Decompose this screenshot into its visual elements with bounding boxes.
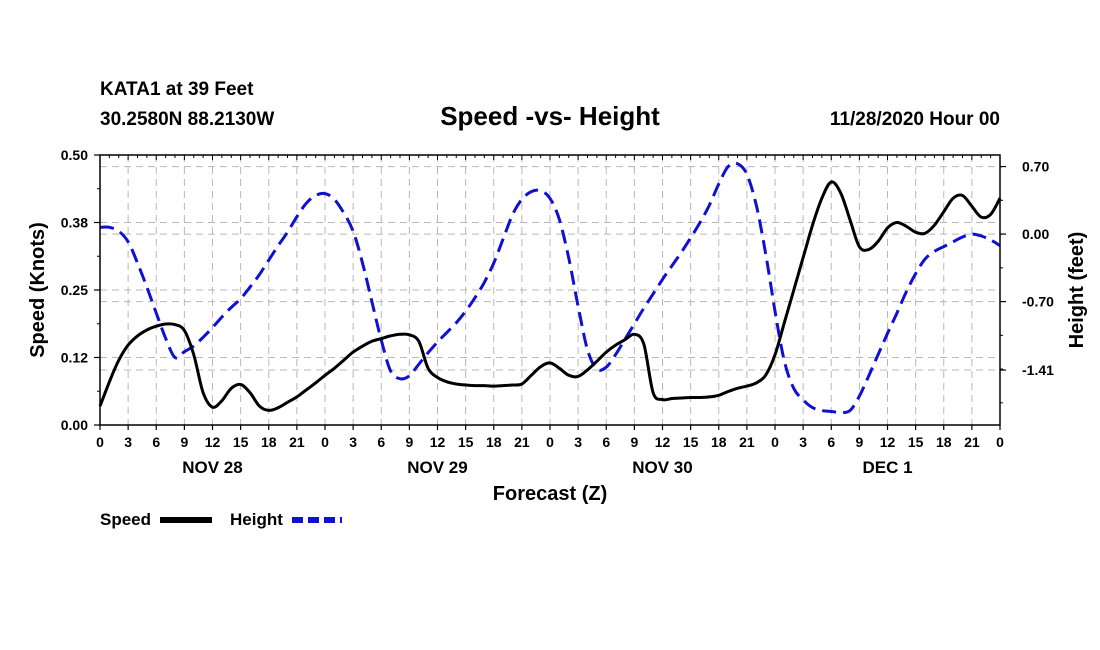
- x-tick-label: 12: [430, 434, 446, 450]
- y-left-tick-label: 0.38: [61, 215, 88, 231]
- series-line-height: [99, 161, 1001, 415]
- x-tick-label: 18: [486, 434, 502, 450]
- x-tick-label: 15: [458, 434, 474, 450]
- y-right-axis-title: Height (feet): [1066, 232, 1088, 349]
- gridlines: [100, 155, 1000, 425]
- y-left-tick-label: 0.12: [61, 350, 88, 366]
- x-tick-label: 15: [233, 434, 249, 450]
- x-tick-label: 0: [96, 434, 104, 450]
- y-right-tick-label: -0.70: [1022, 294, 1054, 310]
- series-layer: [98, 161, 1002, 415]
- day-label: NOV 29: [407, 458, 467, 477]
- y-left-axis-title: Speed (Knots): [27, 222, 49, 358]
- x-tick-label: 15: [683, 434, 699, 450]
- axis-ticks: [94, 154, 1006, 430]
- x-tick-label: 18: [936, 434, 952, 450]
- x-tick-label: 18: [711, 434, 727, 450]
- x-tick-label: 6: [827, 434, 835, 450]
- x-tick-label: 21: [964, 434, 980, 450]
- coordinates-label: 30.2580N 88.2130W: [100, 109, 274, 130]
- x-tick-label: 9: [855, 434, 863, 450]
- y-right-tick-label: 0.00: [1022, 226, 1049, 242]
- legend: Speed Height: [100, 510, 342, 529]
- x-tick-label: 6: [377, 434, 385, 450]
- y-left-tick-label: 0.00: [61, 417, 88, 433]
- x-tick-label: 21: [514, 434, 530, 450]
- x-tick-label: 0: [321, 434, 329, 450]
- x-tick-label: 6: [602, 434, 610, 450]
- x-axis-title: Forecast (Z): [493, 483, 607, 505]
- y-left-tick-label: 0.25: [61, 282, 88, 298]
- day-label: NOV 30: [632, 458, 692, 477]
- x-tick-label: 18: [261, 434, 277, 450]
- y-right-tick-label: 0.70: [1022, 159, 1049, 175]
- x-tick-label: 3: [124, 434, 132, 450]
- day-label: DEC 1: [862, 458, 912, 477]
- x-tick-label: 0: [996, 434, 1004, 450]
- x-tick-label: 3: [799, 434, 807, 450]
- x-tick-label: 21: [289, 434, 305, 450]
- x-tick-label: 3: [349, 434, 357, 450]
- series-line-speed: [98, 180, 1002, 412]
- legend-label-speed: Speed: [100, 510, 151, 529]
- x-tick-label: 9: [180, 434, 188, 450]
- forecast-datetime: 11/28/2020 Hour 00: [830, 109, 1000, 130]
- x-tick-label: 21: [739, 434, 755, 450]
- y-left-tick-label: 0.50: [61, 147, 88, 163]
- day-label: NOV 28: [182, 458, 242, 477]
- x-tick-label: 3: [574, 434, 582, 450]
- x-tick-label: 12: [655, 434, 671, 450]
- x-tick-label: 12: [880, 434, 896, 450]
- station-label: KATA1 at 39 Feet: [100, 79, 254, 100]
- x-tick-label: 9: [630, 434, 638, 450]
- x-tick-label: 0: [546, 434, 554, 450]
- x-tick-label: 15: [908, 434, 924, 450]
- axis-labels: 0 3 6 9 12 15 18 21 0 3 6 9 12 15 18 21 0 3 6 9 12 15 18 21 0 3 6 9…: [61, 147, 1054, 477]
- x-tick-label: 12: [205, 434, 221, 450]
- chart-title: Speed -vs- Height: [440, 101, 660, 131]
- x-tick-label: 9: [405, 434, 413, 450]
- y-right-tick-label: -1.41: [1022, 362, 1054, 378]
- legend-label-height: Height: [230, 510, 283, 529]
- x-tick-label: 6: [152, 434, 160, 450]
- x-tick-label: 0: [771, 434, 779, 450]
